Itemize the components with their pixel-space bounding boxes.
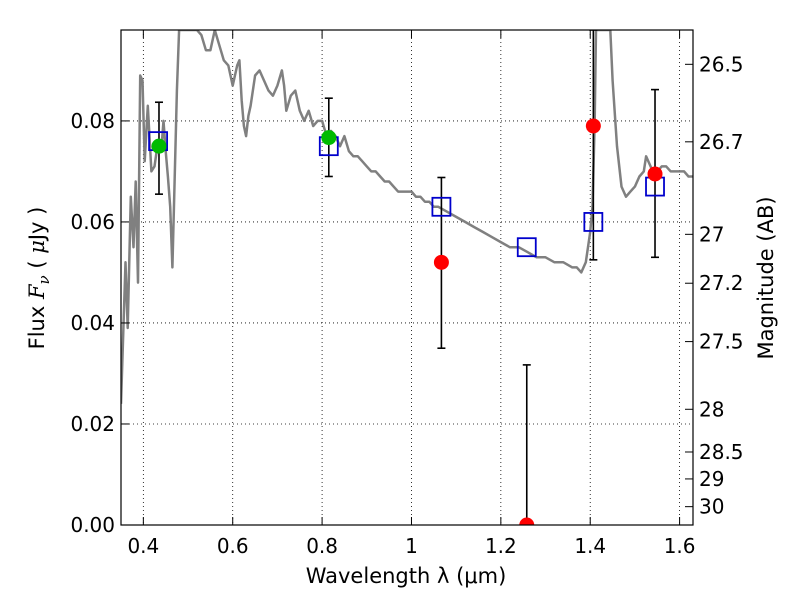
axis-ticks: 0.4 0.6 0.8 1 1.2 1.4 1.6 0.00 0.02 0.04 0.06 0.08 2… bbox=[70, 30, 744, 558]
mag-tick-label: 29 bbox=[699, 467, 724, 491]
x-tick-label: 0.6 bbox=[217, 534, 249, 558]
model-square-marker bbox=[583, 212, 604, 232]
y-axis-title-subscript: ν bbox=[35, 275, 53, 284]
mag-tick-label: 27.2 bbox=[699, 271, 744, 295]
mag-tick-label: 30 bbox=[699, 495, 724, 519]
flux-point-marker bbox=[585, 118, 601, 134]
error-bars bbox=[154, 30, 660, 525]
flux-point-marker bbox=[321, 130, 337, 146]
mag-tick-label: 28 bbox=[699, 397, 724, 421]
x-tick-label: 0.8 bbox=[306, 534, 338, 558]
mag-tick-label: 27.5 bbox=[699, 330, 744, 354]
flux-point-marker bbox=[519, 517, 535, 525]
mag-tick-label: 27 bbox=[699, 222, 724, 246]
y-tick-label: 0.06 bbox=[70, 210, 115, 234]
sed-model-line bbox=[121, 30, 693, 404]
plot-background bbox=[121, 30, 693, 525]
model-square-marker bbox=[431, 196, 452, 217]
x-tick-label: 1 bbox=[405, 534, 418, 558]
flux-point-marker bbox=[151, 138, 167, 154]
y-axis-title-prefix: Flux bbox=[25, 299, 49, 349]
x-axis-title: Wavelength λ (μm) bbox=[306, 564, 507, 588]
markers bbox=[148, 118, 665, 525]
y-axis-title-symbol: F bbox=[25, 283, 49, 300]
y-tick-label: 0.04 bbox=[70, 311, 115, 335]
mag-tick-label: 28.5 bbox=[699, 440, 744, 464]
y-axis-title-right: Magnitude (AB) bbox=[754, 196, 778, 359]
y-axis-title-unit-mu: μ bbox=[25, 240, 49, 254]
mag-tick-label: 26.5 bbox=[699, 52, 744, 76]
mag-tick-label: 26.7 bbox=[699, 130, 744, 154]
y-tick-label: 0.08 bbox=[70, 109, 115, 133]
x-tick-label: 1.4 bbox=[574, 534, 606, 558]
x-tick-label: 1.2 bbox=[485, 534, 517, 558]
y-tick-label: 0.02 bbox=[70, 412, 115, 436]
y-axis-title-unit-open: ( bbox=[25, 254, 49, 276]
y-tick-label: 0.00 bbox=[70, 513, 115, 537]
y-axis-title-left: Flux Fν ( μJy ) bbox=[25, 207, 53, 350]
y-axis-title-unit-rest: Jy ) bbox=[25, 207, 49, 243]
flux-point-marker bbox=[433, 254, 449, 270]
x-tick-label: 1.6 bbox=[664, 534, 696, 558]
flux-point-marker bbox=[647, 166, 663, 182]
x-tick-label: 0.4 bbox=[127, 534, 159, 558]
plot-frame bbox=[120, 29, 694, 526]
model-square-marker bbox=[516, 237, 537, 258]
